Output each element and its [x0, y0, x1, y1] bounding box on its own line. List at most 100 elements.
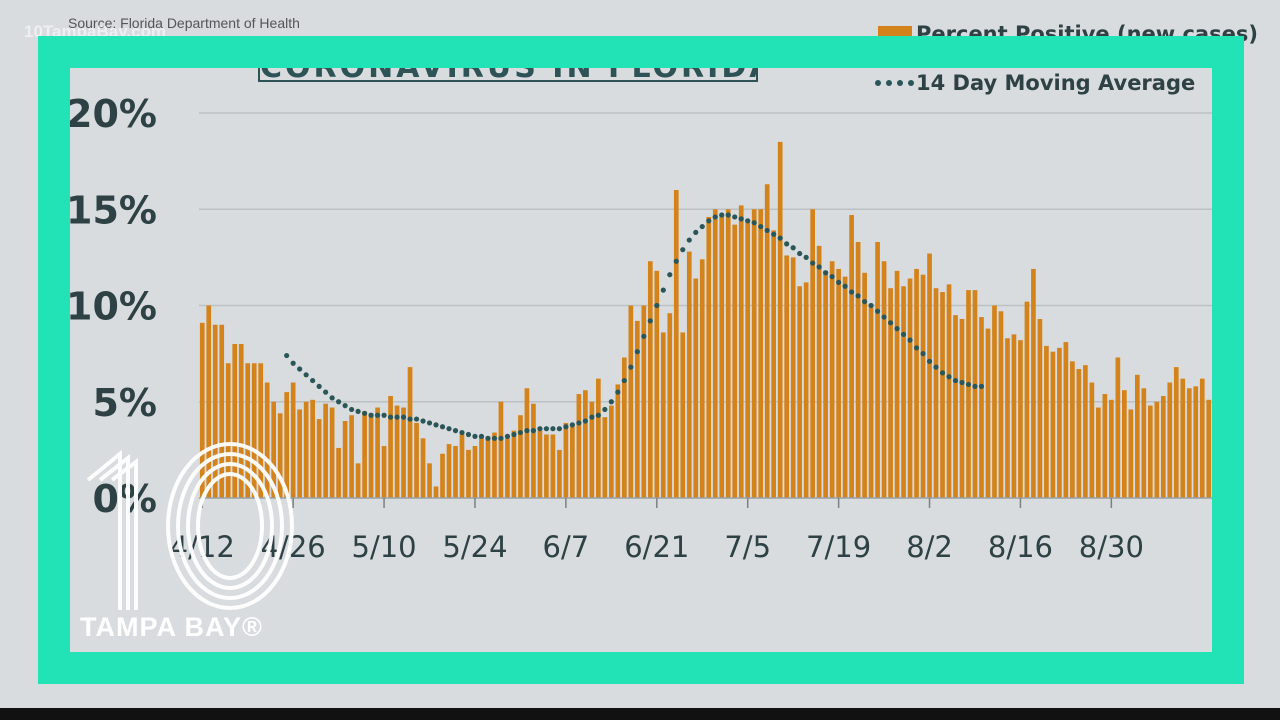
moving-average-point	[654, 302, 660, 309]
bar	[1206, 399, 1212, 498]
bar	[251, 363, 257, 498]
moving-average-point	[628, 364, 634, 370]
bar	[712, 209, 718, 498]
bar	[199, 322, 205, 498]
moving-average-point	[323, 389, 329, 395]
bar-series-percent-positive	[199, 141, 1212, 499]
moving-average-point	[751, 220, 757, 226]
moving-average-point	[686, 237, 692, 243]
moving-average-point	[446, 426, 452, 432]
moving-average-point	[420, 418, 426, 424]
bar	[310, 399, 315, 498]
bar	[323, 403, 328, 498]
bar	[576, 394, 582, 498]
bar	[511, 430, 517, 499]
bar	[719, 215, 725, 498]
legend-swatch-dots	[875, 80, 914, 86]
bar	[634, 320, 640, 498]
bar	[823, 270, 828, 498]
moving-average-point	[582, 418, 588, 424]
y-tick-label: 15%	[66, 188, 157, 232]
moving-average-point	[868, 302, 874, 309]
moving-average-point	[511, 431, 517, 438]
moving-average-point	[336, 399, 342, 405]
moving-average-point	[543, 426, 550, 432]
moving-average-point	[855, 293, 861, 299]
moving-average-point	[297, 366, 303, 372]
moving-average-point	[816, 264, 822, 270]
moving-average-point	[738, 216, 744, 222]
bar	[764, 184, 770, 498]
bar	[738, 205, 744, 498]
moving-average-point	[920, 351, 926, 357]
bar	[498, 401, 504, 498]
moving-average-point	[310, 377, 316, 384]
bar	[1057, 347, 1062, 498]
bar	[1096, 407, 1101, 498]
bar	[401, 407, 406, 498]
bar	[264, 382, 270, 498]
bar	[745, 220, 751, 499]
chart-title: CORONAVIRUS IN FLORIDA	[260, 50, 758, 82]
moving-average-point	[290, 360, 296, 366]
y-tick-label: 10%	[66, 285, 157, 329]
bar	[466, 449, 471, 499]
moving-average-point	[777, 235, 783, 241]
bar	[1083, 365, 1088, 498]
moving-average-point	[732, 214, 738, 220]
moving-average-point	[550, 426, 556, 432]
moving-average-point	[556, 426, 562, 432]
moving-average-point	[758, 223, 764, 230]
bar	[583, 390, 588, 498]
bar	[427, 463, 432, 498]
moving-average-point	[342, 403, 348, 409]
bar	[790, 257, 796, 499]
bar	[1011, 334, 1017, 499]
website-watermark: 10TampaBay.com	[24, 22, 167, 41]
moving-average-point	[615, 389, 621, 395]
bar	[966, 290, 971, 498]
moving-average-point	[498, 435, 504, 441]
x-tick-label: 8/16	[988, 530, 1053, 564]
moving-average-point	[719, 212, 725, 218]
moving-average-point	[472, 433, 478, 439]
moving-average-point	[439, 424, 446, 430]
moving-average-point	[823, 270, 829, 276]
legend-label-percent-positive: Percent Positive (new cases)	[916, 22, 1258, 46]
bar	[1122, 390, 1127, 498]
moving-average-point	[712, 214, 718, 220]
bottom-strip	[0, 708, 1280, 720]
moving-average-point	[576, 420, 582, 426]
bar	[277, 413, 283, 498]
bar	[368, 413, 374, 498]
bar	[959, 318, 965, 498]
bar	[297, 409, 302, 498]
moving-average-point	[881, 314, 887, 320]
bar	[706, 216, 712, 498]
moving-average-point	[381, 412, 387, 418]
moving-average-point	[303, 372, 309, 378]
moving-average-point	[647, 318, 653, 324]
bar	[933, 288, 939, 498]
moving-average-point	[349, 406, 355, 413]
moving-average-point	[485, 435, 491, 441]
bar	[784, 255, 790, 498]
bar	[1044, 345, 1049, 498]
bar	[875, 241, 880, 498]
moving-average-point	[634, 349, 640, 355]
bar	[777, 141, 783, 499]
moving-average-point	[595, 412, 601, 418]
moving-average-point	[517, 429, 524, 436]
bar	[1076, 369, 1082, 498]
bar	[505, 438, 510, 498]
moving-average-point	[836, 279, 842, 285]
bar	[862, 272, 867, 498]
bar	[596, 378, 601, 498]
moving-average-point	[667, 272, 673, 278]
bar	[485, 436, 491, 498]
bar	[537, 430, 543, 499]
bar	[992, 305, 997, 498]
legend-label-moving-average: 14 Day Moving Average	[916, 71, 1196, 95]
moving-average-point	[394, 414, 400, 420]
